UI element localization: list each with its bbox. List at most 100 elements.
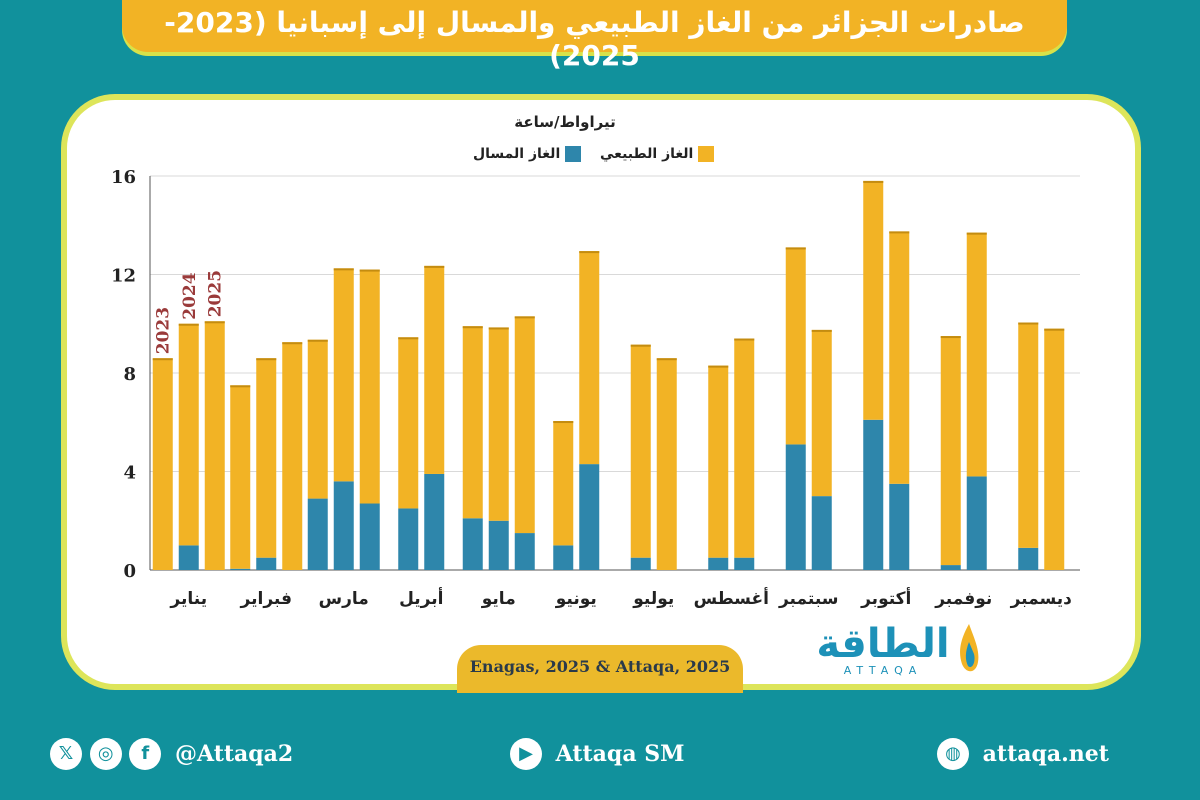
bar-cap — [889, 231, 910, 234]
bar-lng — [333, 481, 354, 570]
x-category-label: مايو — [481, 589, 516, 609]
y-tick-label: 16 — [111, 167, 136, 188]
youtube-channel[interactable]: Attaqa SM — [555, 741, 685, 767]
bar-cap — [579, 251, 600, 254]
bar-natural-gas — [966, 232, 987, 477]
bar-natural-gas — [940, 336, 961, 566]
x-icon[interactable]: 𝕏 — [50, 738, 82, 770]
y-tick-label: 12 — [111, 266, 136, 287]
instagram-icon[interactable]: ◎ — [89, 738, 122, 770]
bar-lng — [863, 419, 884, 570]
bar-cap — [398, 337, 419, 340]
bar-natural-gas — [553, 421, 574, 546]
legend-lng-swatch — [565, 146, 582, 162]
bar-lng — [256, 557, 277, 570]
social-handle[interactable]: @Attaqa2 — [175, 741, 294, 767]
bar-lng — [734, 557, 755, 570]
bar-natural-gas — [462, 326, 483, 519]
bar-lng — [811, 496, 832, 570]
bar-lng — [462, 518, 483, 570]
bar-lng — [1018, 547, 1039, 570]
bar-cap — [462, 326, 483, 329]
bar-cap — [656, 358, 677, 361]
bar-cap — [152, 358, 173, 361]
y-tick-label: 0 — [123, 561, 136, 582]
year-label: 2025 — [206, 270, 226, 317]
legend-natural-gas-label: الغاز الطبيعي — [600, 146, 694, 162]
bar-cap — [204, 321, 225, 324]
bar-lng — [785, 444, 806, 570]
bar-cap — [333, 268, 354, 271]
bar-cap — [256, 358, 277, 361]
bar-natural-gas — [863, 180, 884, 420]
x-category-label: يناير — [169, 589, 207, 609]
bar-natural-gas — [256, 358, 277, 558]
x-category-label: يونيو — [555, 589, 597, 609]
bar-natural-gas — [230, 385, 251, 569]
bar-cap — [359, 269, 380, 272]
bar-cap — [785, 247, 806, 250]
bar-cap — [553, 421, 574, 424]
bar-cap — [966, 232, 987, 235]
bar-cap — [940, 336, 961, 339]
bar-cap — [424, 265, 445, 268]
bar-cap — [1018, 322, 1039, 325]
bar-natural-gas — [579, 251, 600, 465]
bar-natural-gas — [1018, 322, 1039, 548]
bar-cap — [230, 385, 251, 388]
bar-lng — [178, 545, 199, 570]
bar-natural-gas — [398, 337, 419, 509]
bar-lng — [553, 545, 574, 570]
bar-lng — [579, 464, 600, 570]
bar-cap — [863, 180, 884, 183]
bar-natural-gas — [785, 247, 806, 445]
bar-natural-gas — [734, 338, 755, 558]
website-url[interactable]: attaqa.net — [982, 741, 1109, 767]
legend-lng-label: الغاز المسال — [473, 146, 561, 162]
bar-natural-gas — [359, 269, 380, 504]
bar-lng — [398, 508, 419, 570]
x-category-label: سبتمبر — [778, 589, 839, 609]
bar-natural-gas — [630, 344, 651, 558]
bar-natural-gas — [1044, 328, 1065, 570]
x-category-label: نوفمبر — [934, 589, 992, 609]
facebook-icon[interactable]: f — [129, 738, 162, 770]
y-tick-label: 8 — [123, 364, 136, 385]
bar-natural-gas — [152, 358, 173, 570]
bar-cap — [1044, 328, 1065, 331]
bar-natural-gas — [424, 265, 445, 474]
bar-lng — [230, 568, 251, 570]
flame-drop-icon — [960, 624, 979, 672]
x-category-label: فبراير — [240, 589, 292, 609]
bar-cap — [282, 342, 303, 345]
logo-latin: ATTAQA — [843, 664, 923, 677]
bar-lng — [488, 520, 509, 570]
bar-natural-gas — [307, 339, 328, 499]
youtube-icon[interactable]: ▶ — [510, 738, 542, 770]
year-label: 2024 — [180, 272, 200, 319]
x-category-label: أغسطس — [694, 587, 769, 609]
youtube-link: ▶ Attaqa SM — [510, 738, 684, 772]
bar-cap — [178, 323, 199, 326]
bar-cap — [630, 344, 651, 347]
x-category-label: ديسمبر — [1010, 589, 1073, 609]
bar-natural-gas — [656, 358, 677, 570]
globe-icon[interactable]: ◍ — [937, 738, 969, 770]
bar-natural-gas — [514, 316, 535, 534]
legend-natural-gas-swatch — [698, 146, 715, 162]
bar-cap — [734, 338, 755, 341]
bar-cap — [514, 316, 535, 319]
bar-natural-gas — [204, 321, 225, 570]
x-category-label: أكتوبر — [860, 587, 911, 609]
bar-natural-gas — [333, 268, 354, 482]
x-category-label: يوليو — [632, 589, 674, 609]
bar-natural-gas — [282, 342, 303, 570]
website-link: ◍ attaqa.net — [937, 738, 1109, 772]
x-category-label: مارس — [319, 589, 369, 609]
bar-lng — [424, 473, 445, 570]
bar-lng — [966, 476, 987, 570]
bar-lng — [630, 557, 651, 570]
bar-cap — [307, 339, 328, 342]
source-text: Enagas, 2025 & Attaqa, 2025 — [469, 657, 731, 676]
bar-natural-gas — [178, 323, 199, 546]
